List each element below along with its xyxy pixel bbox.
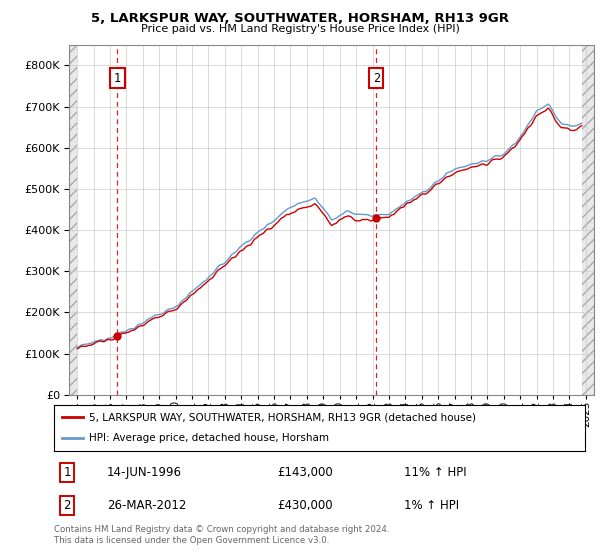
- Text: £430,000: £430,000: [277, 499, 332, 512]
- Text: 2: 2: [64, 499, 71, 512]
- Text: 1: 1: [114, 72, 121, 85]
- Text: Contains HM Land Registry data © Crown copyright and database right 2024.
This d: Contains HM Land Registry data © Crown c…: [54, 525, 389, 545]
- Text: 26-MAR-2012: 26-MAR-2012: [107, 499, 187, 512]
- Text: Price paid vs. HM Land Registry's House Price Index (HPI): Price paid vs. HM Land Registry's House …: [140, 24, 460, 34]
- Text: 2: 2: [373, 72, 380, 85]
- Text: 5, LARKSPUR WAY, SOUTHWATER, HORSHAM, RH13 9GR (detached house): 5, LARKSPUR WAY, SOUTHWATER, HORSHAM, RH…: [89, 412, 476, 422]
- Text: 1: 1: [64, 466, 71, 479]
- Text: 5, LARKSPUR WAY, SOUTHWATER, HORSHAM, RH13 9GR: 5, LARKSPUR WAY, SOUTHWATER, HORSHAM, RH…: [91, 12, 509, 25]
- Text: HPI: Average price, detached house, Horsham: HPI: Average price, detached house, Hors…: [89, 433, 329, 444]
- Text: £143,000: £143,000: [277, 466, 333, 479]
- Text: 1% ↑ HPI: 1% ↑ HPI: [404, 499, 460, 512]
- Text: 14-JUN-1996: 14-JUN-1996: [107, 466, 182, 479]
- Text: 11% ↑ HPI: 11% ↑ HPI: [404, 466, 467, 479]
